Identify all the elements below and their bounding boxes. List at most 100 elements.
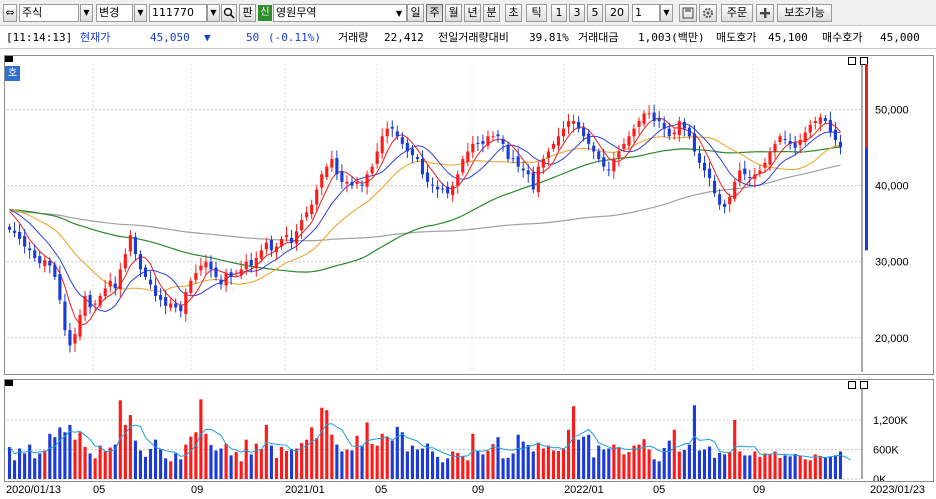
volume-bar [647,449,651,479]
volume-bar [748,455,752,479]
ho-button[interactable]: 호 [5,66,20,81]
candle-body [546,151,550,159]
period-year-button[interactable]: 년 [464,4,481,22]
volume-chart-svg[interactable]: 1,200K 600K 0K [5,380,933,481]
volume-bar [189,436,193,479]
candle [718,189,722,210]
candle [451,181,455,202]
candle [148,271,153,289]
stock-code-input[interactable]: 111770 [149,4,207,22]
market-dropdown-arrow-icon[interactable]: ▼ [80,4,93,22]
volume-bar [577,439,581,479]
quote-time: [11:14:13] [6,31,73,44]
gear-icon[interactable] [699,4,717,22]
aux-function-button[interactable]: 보조기능 [777,4,832,22]
interval-1-button[interactable]: 1 [551,4,567,22]
volume-bar [395,426,399,479]
volume-bar [370,444,374,479]
period-minute-button[interactable]: 분 [483,4,500,22]
volume-bar [491,444,495,479]
candle-body [234,273,238,275]
stock-name-dropdown-icon[interactable]: ▼ [396,9,403,18]
volume-bar [566,429,571,479]
market-select[interactable]: 주식 [19,4,79,22]
candle-body [63,301,67,331]
volume-pane-menu-icon[interactable] [5,380,13,386]
stock-name-field[interactable]: 영원무역 [273,4,407,22]
ask-price: 45,100 [768,31,808,44]
candle [667,122,671,140]
quote-info-bar: [11:14:13] 현재가 45,050 ▼ 50 (-0.11%) 거래량 … [0,27,936,49]
volume-bar [269,445,273,479]
candle [551,140,555,152]
interval-dropdown-arrow-icon[interactable]: ▼ [660,4,673,22]
period-second-button[interactable]: 초 [505,4,522,22]
pane-menu-icon[interactable] [5,56,13,62]
candle [204,254,208,275]
pane-minimize-icon[interactable] [848,57,856,65]
candle-body [300,219,304,231]
volume-average-line [9,423,851,461]
ma10-line [9,123,841,313]
candle-body [496,134,500,137]
interval-input[interactable]: 1 [632,4,660,22]
period-day-button[interactable]: 일 [407,4,424,22]
code-dropdown-arrow-icon[interactable]: ▼ [207,4,220,22]
save-icon[interactable] [679,4,697,22]
candle-body [239,269,243,275]
interval-3-button[interactable]: 3 [569,4,585,22]
volume-bar [148,448,153,479]
candle [778,133,782,146]
search-icon[interactable] [221,4,237,22]
candle [159,287,163,307]
y-tick-label: 40,000 [875,181,909,193]
change-dropdown-arrow-icon[interactable]: ▼ [134,4,147,22]
pane-close-icon[interactable] [860,57,868,65]
candle-body [189,280,193,294]
candle-body [667,128,671,137]
candle [108,272,112,293]
period-month-button[interactable]: 월 [445,4,462,22]
candle [471,136,475,159]
plus-icon[interactable] [756,4,774,22]
volume-bar [471,433,475,479]
volume-bar [340,451,344,479]
volume-bar [259,448,263,479]
period-tick-button[interactable]: 틱 [526,4,547,22]
price-chart-svg[interactable]: 50,000 40,000 30,000 20,000 [5,56,933,374]
candle-body [451,185,455,196]
volume-bar [254,443,258,479]
volume-bar [602,449,606,479]
candle-body [768,151,772,165]
order-button[interactable]: 주문 [721,4,753,22]
candle [355,176,359,189]
price-chart-pane[interactable]: 호 50,000 40,000 30,000 20,000 [4,55,934,375]
volume-bar [707,446,712,479]
candle [370,163,374,177]
pan-button[interactable]: 판 [239,4,256,22]
interval-5-button[interactable]: 5 [587,4,603,22]
candle [622,138,626,153]
volume-bar [637,444,641,479]
nav-arrows-button[interactable]: ⇔ [3,4,17,22]
candle [254,251,258,277]
volume-bar [118,400,122,479]
volume-bar [798,455,802,479]
volume-bar [199,399,203,479]
volume-chart-pane[interactable]: 1,200K 600K 0K [4,379,934,482]
candle-body [486,136,490,146]
period-week-button[interactable]: 주 [426,4,443,22]
candle [466,142,470,167]
volume-bar [159,449,163,479]
volume-bar [446,458,450,479]
volume-pane-minimize-icon[interactable] [848,381,856,389]
interval-20-button[interactable]: 20 [605,4,629,22]
candle [813,116,817,130]
change-select[interactable]: 변경 [96,4,133,22]
candle [441,182,445,194]
candle-body [723,203,727,207]
candle [83,290,87,321]
volume-pane-close-icon[interactable] [860,381,868,389]
candle [788,133,792,150]
volume-bar [526,445,530,479]
